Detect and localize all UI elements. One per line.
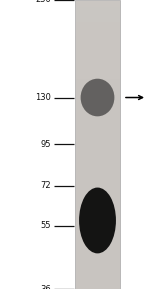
Bar xyxy=(75,137,120,144)
Bar xyxy=(75,181,120,188)
Text: 72: 72 xyxy=(40,181,51,190)
Bar xyxy=(75,166,120,173)
Bar xyxy=(75,188,120,195)
Bar xyxy=(75,152,120,159)
Text: 55: 55 xyxy=(40,221,51,230)
Bar xyxy=(75,210,120,217)
Bar xyxy=(75,108,120,116)
Bar xyxy=(75,43,120,51)
Bar xyxy=(75,231,120,238)
Bar xyxy=(75,130,120,137)
Bar xyxy=(75,159,120,166)
Text: 36: 36 xyxy=(40,284,51,289)
Bar xyxy=(75,65,120,72)
Bar xyxy=(75,275,120,282)
Bar xyxy=(75,51,120,58)
Bar xyxy=(75,282,120,289)
Bar xyxy=(75,253,120,260)
Ellipse shape xyxy=(79,188,116,253)
Bar xyxy=(75,72,120,79)
Bar xyxy=(75,14,120,22)
Bar xyxy=(75,7,120,14)
Bar xyxy=(75,238,120,246)
Bar xyxy=(75,22,120,29)
Bar xyxy=(75,260,120,267)
Bar xyxy=(75,58,120,65)
Text: 95: 95 xyxy=(40,140,51,149)
Bar xyxy=(75,246,120,253)
Bar xyxy=(75,94,120,101)
Bar xyxy=(75,101,120,108)
Ellipse shape xyxy=(81,79,114,116)
Text: 130: 130 xyxy=(35,93,51,102)
Bar xyxy=(75,267,120,275)
Bar xyxy=(75,79,120,87)
Bar xyxy=(75,217,120,224)
Bar xyxy=(75,123,120,130)
Bar xyxy=(75,195,120,202)
Bar xyxy=(75,36,120,43)
Bar xyxy=(75,0,120,7)
Bar xyxy=(75,116,120,123)
Bar xyxy=(75,144,120,152)
Bar xyxy=(75,0,120,289)
Text: 250: 250 xyxy=(35,0,51,5)
Bar xyxy=(75,224,120,231)
Bar xyxy=(75,29,120,36)
Bar xyxy=(75,173,120,181)
Bar xyxy=(75,202,120,210)
Bar xyxy=(75,87,120,94)
